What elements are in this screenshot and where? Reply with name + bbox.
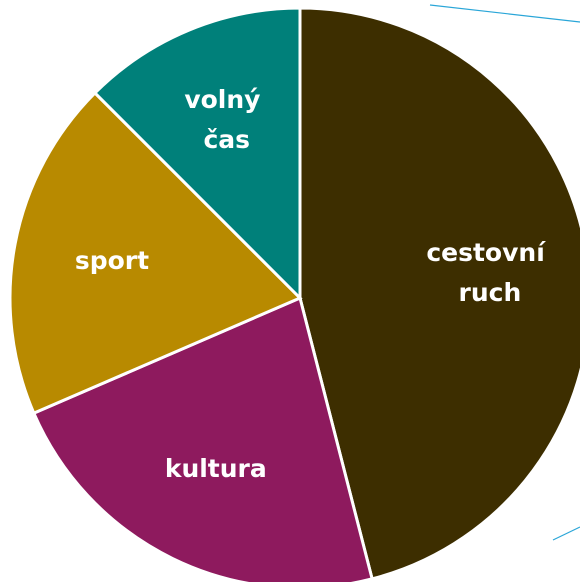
slice-label: sport: [75, 246, 149, 275]
pie-slice: [8, 90, 303, 416]
slice-label: kultura: [165, 454, 267, 483]
pie: [8, 6, 580, 582]
pie-slice: [92, 6, 302, 302]
decor-line: [552, 526, 580, 541]
decor-line: [429, 4, 580, 23]
pie-slice: [298, 6, 580, 581]
slice-label: cestovní ruch: [426, 238, 553, 307]
pie-slice: [31, 295, 374, 582]
pie-labels: cestovní ruch kultura sport volný čas: [75, 85, 554, 483]
slice-label: volný čas: [184, 85, 269, 154]
